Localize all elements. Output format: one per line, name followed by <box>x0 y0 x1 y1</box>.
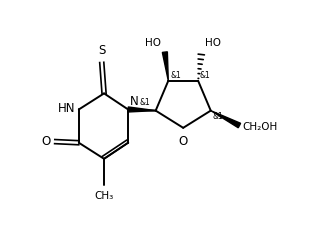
Polygon shape <box>128 107 156 112</box>
Text: &1: &1 <box>212 112 223 121</box>
Text: HO: HO <box>205 38 221 48</box>
Text: O: O <box>179 135 188 148</box>
Text: &1: &1 <box>170 71 181 80</box>
Text: N: N <box>130 95 139 108</box>
Text: HN: HN <box>58 102 75 115</box>
Text: HO: HO <box>145 38 161 48</box>
Text: CH₃: CH₃ <box>94 191 114 201</box>
Text: &1: &1 <box>139 98 150 107</box>
Text: O: O <box>41 135 50 148</box>
Polygon shape <box>211 111 241 128</box>
Text: S: S <box>98 44 106 57</box>
Polygon shape <box>162 52 168 81</box>
Text: CH₂OH: CH₂OH <box>243 122 278 132</box>
Text: &1: &1 <box>200 71 211 80</box>
